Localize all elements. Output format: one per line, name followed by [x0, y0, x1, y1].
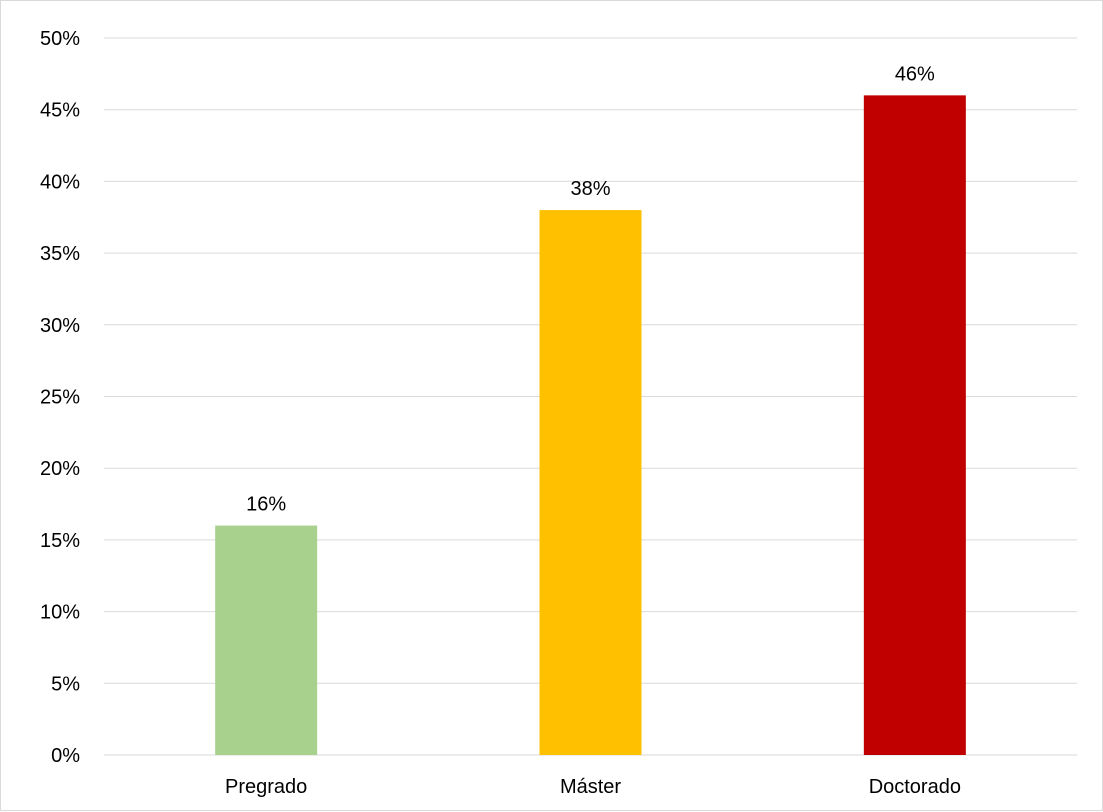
y-tick-label: 40% — [40, 171, 80, 193]
y-axis-tick-labels: 0% 5% 10% 15% 20% 25% 30% 35% 40% 45% 50% — [40, 28, 80, 767]
x-category-label: Máster — [560, 776, 621, 798]
y-tick-label: 0% — [51, 745, 80, 767]
data-label: 16% — [246, 494, 286, 516]
x-category-label: Doctorado — [869, 776, 961, 798]
data-label: 46% — [895, 63, 935, 85]
y-tick-label: 30% — [40, 315, 80, 337]
y-tick-label: 15% — [40, 530, 80, 552]
data-labels: 16% 38% 46% — [246, 63, 935, 515]
y-tick-label: 5% — [51, 673, 80, 695]
y-tick-label: 20% — [40, 458, 80, 480]
y-tick-label: 10% — [40, 602, 80, 624]
bar-doctorado — [863, 95, 966, 756]
y-tick-label: 45% — [40, 100, 80, 122]
bar-pregrado — [215, 525, 318, 755]
bar-master — [539, 210, 642, 755]
bars — [215, 95, 966, 756]
data-label: 38% — [570, 178, 610, 200]
y-tick-label: 35% — [40, 243, 80, 265]
x-category-label: Pregrado — [225, 776, 307, 798]
y-tick-label: 25% — [40, 387, 80, 409]
x-axis-category-labels: Pregrado Máster Doctorado — [225, 776, 961, 798]
y-tick-label: 50% — [40, 28, 80, 50]
